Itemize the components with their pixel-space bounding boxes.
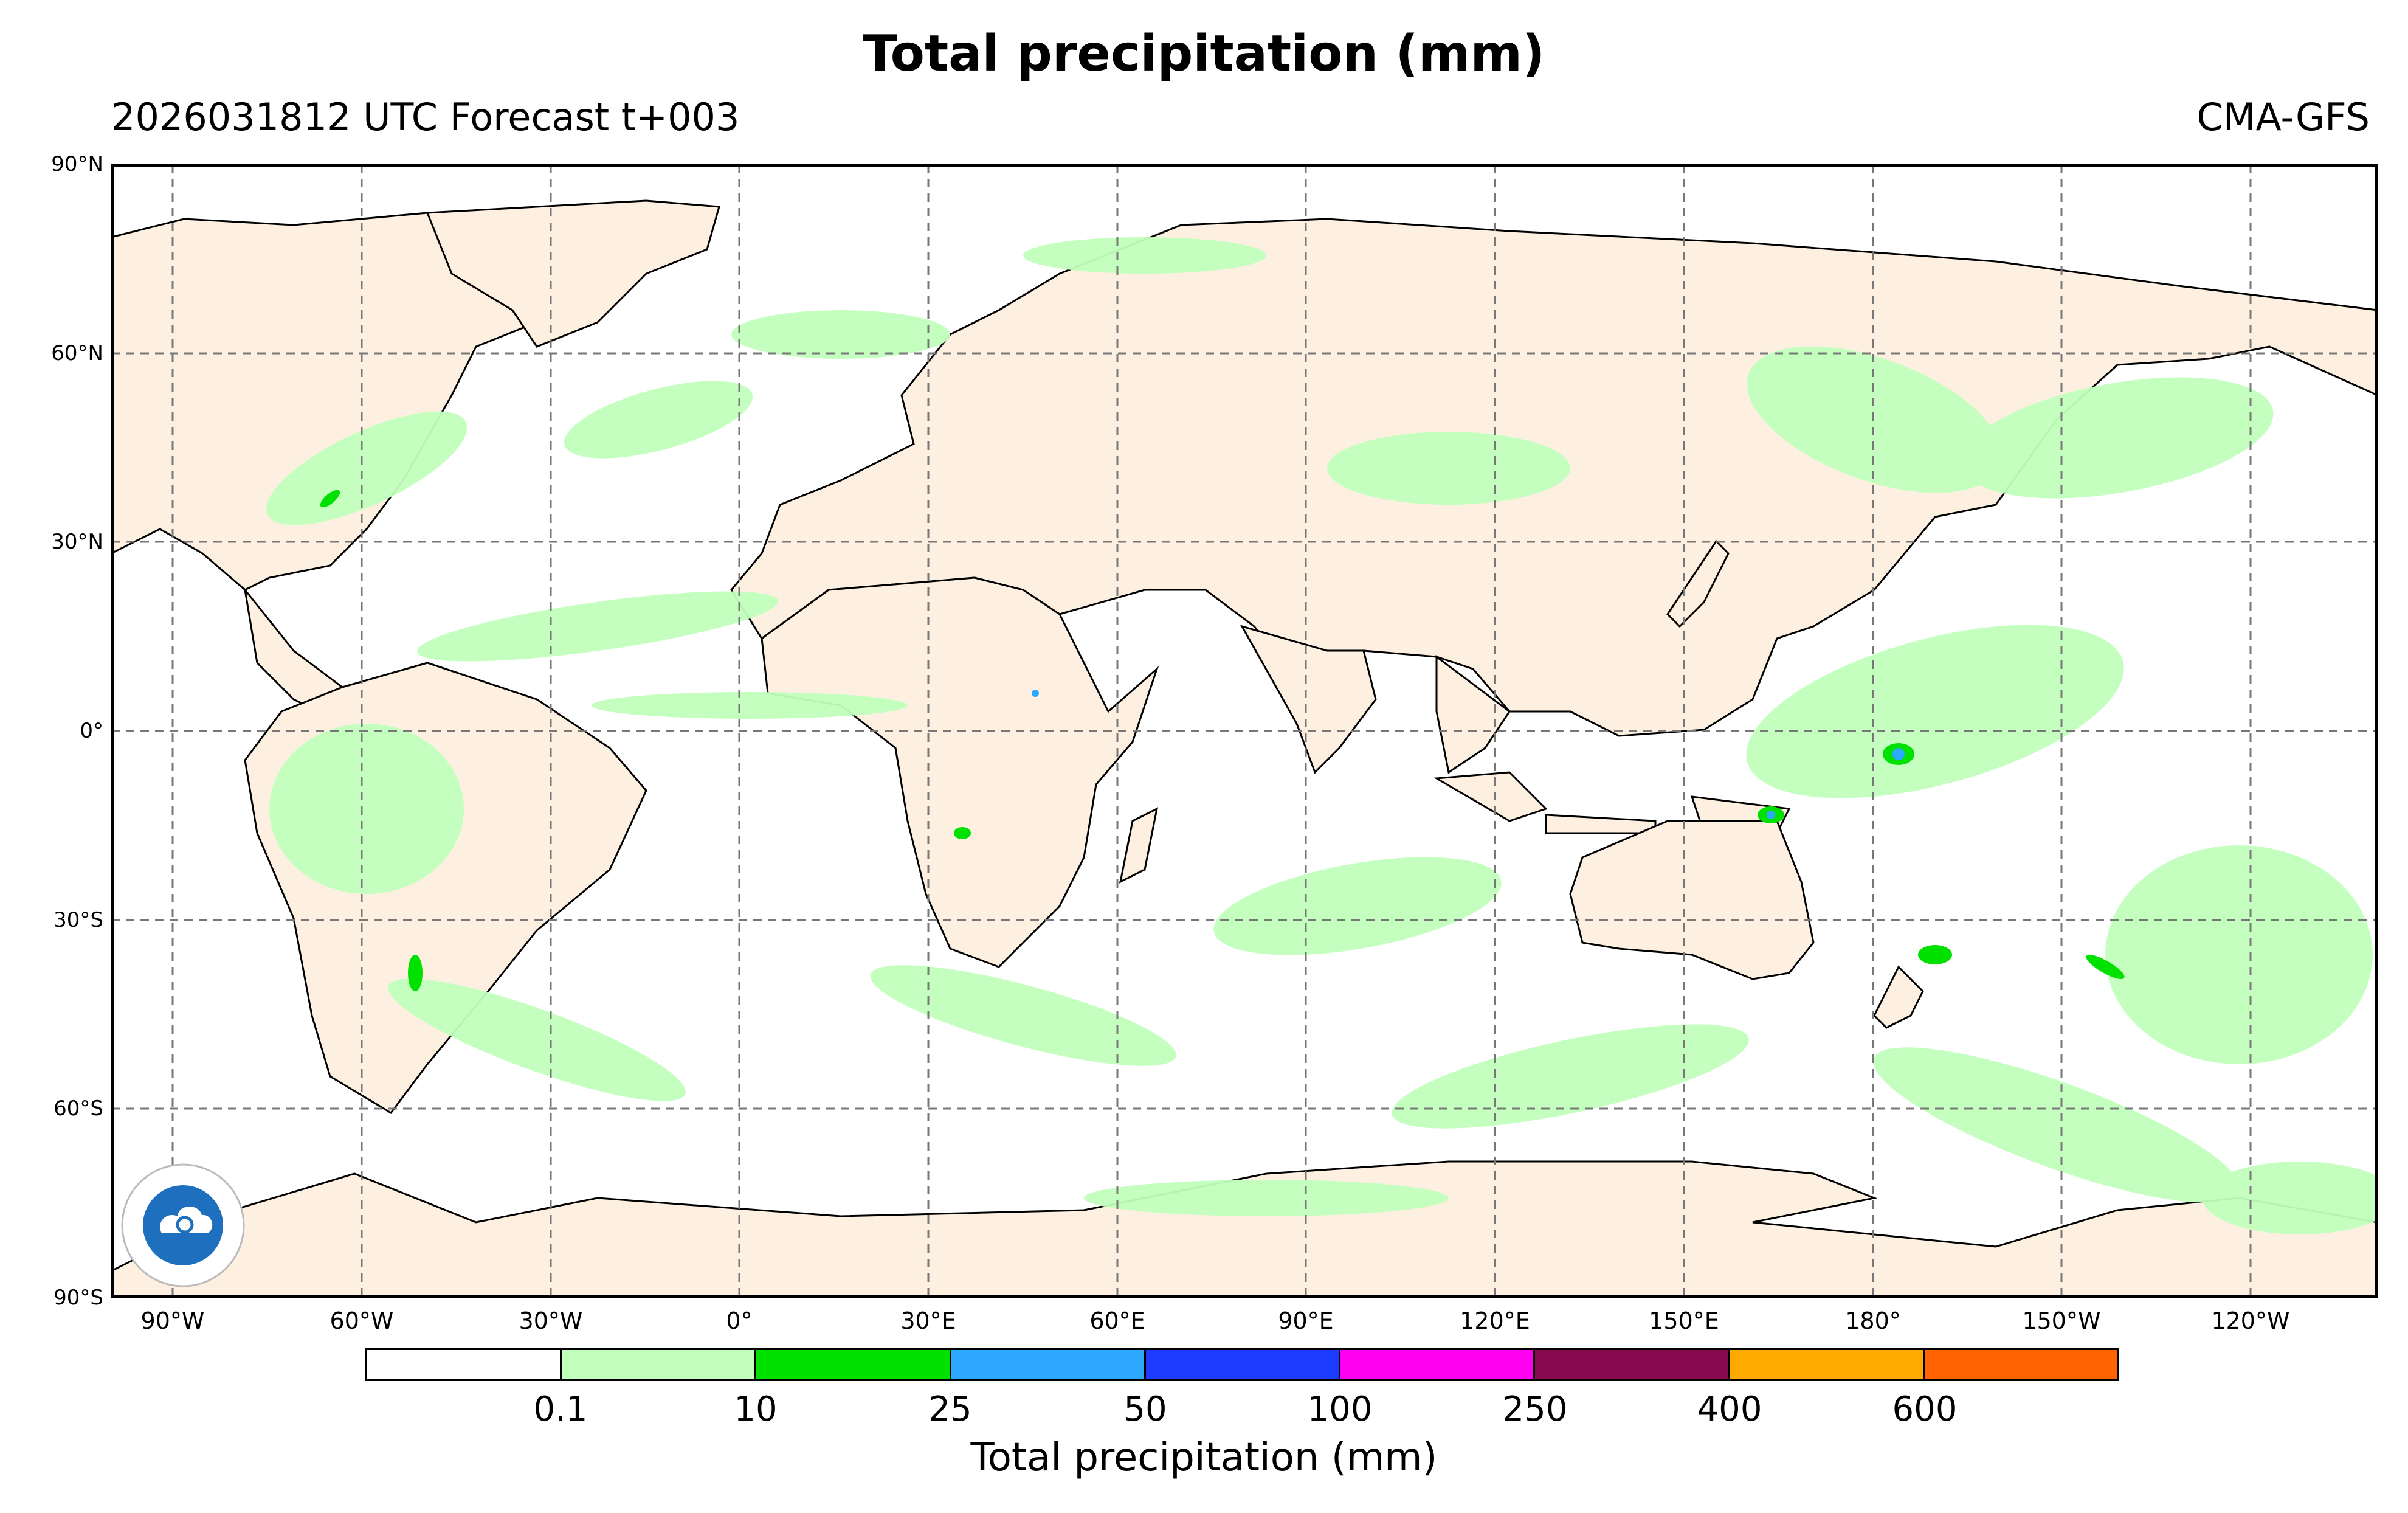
- colorbar-swatch: [1145, 1350, 1341, 1379]
- colorbar-swatch: [756, 1350, 951, 1379]
- southeast-asia-landmass: [1435, 655, 1511, 774]
- forecast-time-label: 2026031812 UTC Forecast t+003: [111, 95, 740, 139]
- greenland-landmass: [426, 199, 720, 348]
- colorbar-tick: 400: [1697, 1390, 1762, 1429]
- rain-cell: [1767, 811, 1775, 819]
- lat-label-30s: 30°S: [53, 908, 103, 932]
- model-name-label: CMA-GFS: [2196, 95, 2370, 139]
- lon-label-0: 0°: [726, 1307, 753, 1334]
- lon-label-60w: 60°W: [329, 1307, 394, 1334]
- rain-area: [731, 310, 950, 359]
- japan-landmass: [1666, 539, 1730, 628]
- rain-area: [1084, 1180, 1449, 1216]
- colorbar-swatch: [562, 1350, 757, 1379]
- colorbar-tick: 0.1: [533, 1390, 588, 1429]
- rain-area: [564, 381, 753, 459]
- madagascar-landmass: [1119, 807, 1159, 884]
- lat-label-60n: 60°N: [51, 341, 103, 365]
- very-heavy-precipitation-layer: [1032, 690, 1905, 819]
- rain-area: [1023, 237, 1266, 274]
- rain-area: [870, 965, 1176, 1066]
- rain-area: [269, 724, 464, 894]
- map-border: [111, 164, 2378, 1298]
- colorbar-tick: 50: [1123, 1390, 1167, 1429]
- lat-label-30n: 30°N: [51, 530, 103, 554]
- lon-label-180: 180°: [1845, 1307, 1901, 1334]
- lat-label-90n: 90°N: [51, 152, 103, 176]
- colorbar-tick: 250: [1502, 1390, 1568, 1429]
- colorbar-tick: 25: [928, 1390, 972, 1429]
- africa-landmass: [761, 576, 1159, 968]
- cma-logo: [119, 1162, 247, 1289]
- colorbar-tick: 100: [1307, 1390, 1373, 1429]
- colorbar-tick: 600: [1892, 1390, 1958, 1429]
- lon-label-150w: 150°W: [2022, 1307, 2101, 1334]
- rain-area: [1213, 857, 1502, 955]
- lat-label-60s: 60°S: [53, 1096, 103, 1121]
- colorbar-swatch: [1340, 1350, 1536, 1379]
- lon-label-30w: 30°W: [519, 1307, 583, 1334]
- colorbar-tick: 10: [734, 1390, 778, 1429]
- lon-label-150e: 150°E: [1649, 1307, 1719, 1334]
- rain-cell: [1892, 748, 1905, 760]
- graticule: [111, 164, 2378, 1298]
- lon-label-60e: 60°E: [1089, 1307, 1145, 1334]
- rain-area: [2105, 845, 2373, 1064]
- new-zealand-landmass: [1873, 965, 1924, 1029]
- rain-cell: [408, 955, 423, 991]
- colorbar-swatch: [951, 1350, 1146, 1379]
- rain-area: [1392, 1024, 1749, 1129]
- rain-cell: [2086, 955, 2125, 979]
- rain-cell: [1032, 690, 1039, 697]
- rain-area: [1327, 432, 1570, 505]
- chart-title: Total precipitation (mm): [863, 25, 1545, 83]
- heavy-precipitation-layer: [320, 490, 2125, 991]
- colorbar: [365, 1348, 2119, 1381]
- colorbar-label: Total precipitation (mm): [970, 1435, 1438, 1480]
- precipitation-map: [111, 164, 2378, 1298]
- rain-area: [592, 692, 908, 719]
- lon-label-120w: 120°W: [2211, 1307, 2290, 1334]
- colorbar-swatch: [1535, 1350, 1730, 1379]
- lon-label-90e: 90°E: [1278, 1307, 1334, 1334]
- rain-area: [1961, 377, 2274, 499]
- rain-cell: [320, 490, 340, 508]
- lat-label-90s: 90°S: [53, 1286, 103, 1310]
- rain-area: [266, 411, 467, 525]
- rain-cell: [954, 827, 971, 839]
- lon-label-30e: 30°E: [900, 1307, 956, 1334]
- rain-area: [2203, 1162, 2378, 1234]
- colorbar-swatch: [1730, 1350, 1925, 1379]
- lon-label-120e: 120°E: [1460, 1307, 1530, 1334]
- rain-area: [416, 591, 779, 662]
- lon-label-90w: 90°W: [140, 1307, 205, 1334]
- rain-area: [388, 978, 686, 1101]
- rain-area: [1747, 346, 2002, 493]
- colorbar-swatch: [1924, 1350, 2117, 1379]
- precipitation-layer: [266, 237, 2378, 1234]
- rain-area: [1873, 1047, 2240, 1203]
- rain-cell: [1918, 945, 1952, 964]
- colorbar-swatch: [367, 1350, 562, 1379]
- australia-landmass: [1569, 820, 1815, 980]
- rain-area: [1746, 625, 2124, 798]
- lat-label-equator: 0°: [80, 719, 103, 743]
